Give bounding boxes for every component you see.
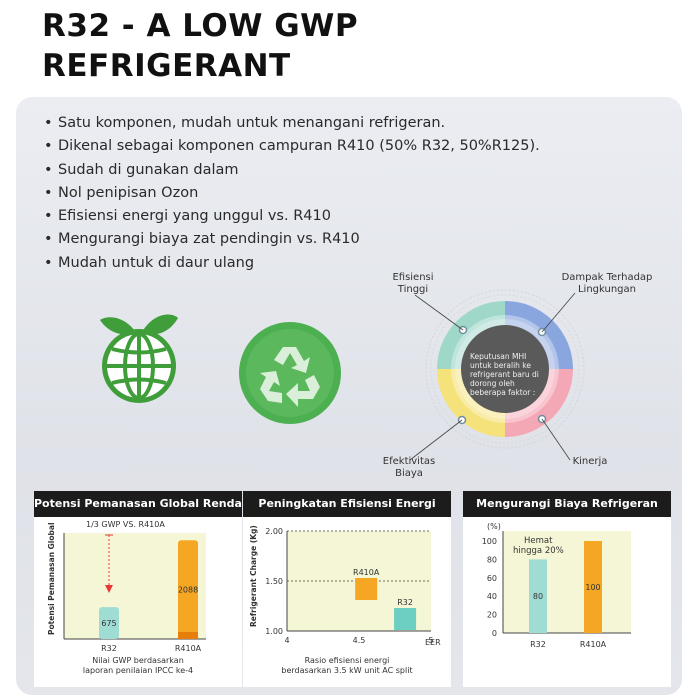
card-cost-heading: Mengurangi Biaya Refrigeran: [463, 491, 671, 517]
eff-y-tick: 1.50: [265, 577, 283, 586]
page-title: R32 - A LOW GWP REFRIGERANT: [42, 6, 358, 86]
gwp-note: 1/3 GWP VS. R410A: [86, 520, 165, 529]
cost-bar-r32: [529, 559, 547, 633]
label-kinerja: Kinerja: [572, 456, 608, 467]
cost-value-label: 100: [585, 583, 600, 592]
gwp-category-label: R32: [101, 644, 117, 653]
eff-y-tick: 1.00: [265, 627, 283, 636]
gwp-chart: 1/3 GWP VS. R410A Potensi Pemanasan Glob…: [47, 520, 206, 675]
gwp-value-label: 2088: [178, 586, 198, 595]
title-line-2: REFRIGERANT: [42, 48, 291, 84]
wheel-center: [461, 325, 549, 413]
card-gwp-heading: Potensi Pemanasan Global Rendah: [34, 491, 242, 517]
label-dampak-lingkungan: Dampak Terhadap Lingkungan: [561, 272, 653, 295]
cost-unit: (%): [487, 522, 501, 531]
cost-y-tick: 100: [482, 537, 497, 546]
eff-x-tick: 5: [428, 636, 433, 645]
wheel-leader-lines: [409, 292, 576, 461]
label-efektivitas-biaya: Efektivitas Biaya: [382, 456, 436, 479]
green-globe-icon: [100, 314, 178, 403]
card-cost: Mengurangi Biaya Refrigeran (%) 100 80 60 4…: [463, 491, 671, 687]
eff-xlabel: EER: [425, 638, 441, 647]
eff-x-tick: 4: [284, 636, 289, 645]
cost-y-tick: 80: [487, 555, 497, 564]
feature-item: Mengurangi biaya zat pendingin vs. R410: [44, 228, 540, 252]
eff-point-label: R410A: [353, 568, 380, 577]
title-line-1: R32 - A LOW GWP: [42, 8, 359, 44]
feature-item: Mudah untuk di daur ulang: [44, 252, 540, 276]
factor-wheel: [425, 289, 585, 449]
recycle-icon: [239, 322, 341, 424]
cost-annotation-2: hingga 20%: [513, 546, 564, 556]
gwp-value-label: 675: [101, 619, 116, 628]
eff-caption-1: Rasio efisiensi energi: [305, 656, 390, 665]
gwp-caption-2: laporan penilaian IPCC ke-4: [83, 666, 193, 675]
feature-item: Dikenal sebagai komponen campuran R410 (…: [44, 135, 540, 159]
cost-category-label: R32: [530, 640, 546, 649]
feature-list: Satu komponen, mudah untuk menangani ref…: [44, 112, 540, 275]
card-efficiency: Peningkatan Efisiensi Energi Refrigerant…: [243, 491, 451, 687]
cost-value-label: 80: [533, 592, 543, 601]
card-efficiency-heading: Peningkatan Efisiensi Energi: [243, 491, 451, 517]
feature-item: Sudah di gunakan dalam: [44, 159, 540, 183]
gwp-bar-base: [178, 632, 198, 639]
feature-item: Efisiensi energi yang unggul vs. R410: [44, 205, 540, 229]
cost-y-tick: 60: [487, 574, 497, 583]
eff-point-label: R32: [397, 598, 413, 607]
feature-item: Satu komponen, mudah untuk menangani ref…: [44, 112, 540, 136]
card-gwp: Potensi Pemanasan Global Rendah 1/3 GWP …: [34, 491, 242, 687]
cost-chart: (%) 100 80 60 40 20 0 80 R32 100 R410A Hemat hin…: [482, 522, 631, 649]
gwp-caption-1: Nilai GWP berdasarkan: [92, 656, 184, 665]
gwp-bar-r32: [99, 607, 119, 639]
efficiency-chart: Refrigerant Charge (Kg) EER 4 4.5 5 1.00 1.5…: [249, 525, 441, 675]
eff-point-r410a: [355, 578, 378, 600]
cost-category-label: R410A: [580, 640, 607, 649]
eff-ylabel: Refrigerant Charge (Kg): [249, 525, 258, 627]
gwp-ylabel: Potensi Pemanasan Global: [47, 522, 56, 635]
feature-item: Nol penipisan Ozon: [44, 182, 540, 206]
gwp-category-label: R410A: [175, 644, 202, 653]
cost-y-tick: 0: [492, 629, 497, 638]
eff-y-tick: 2.00: [265, 527, 283, 536]
cost-bar-r410a: [584, 541, 602, 633]
cost-annotation-1: Hemat: [524, 536, 553, 546]
gwp-bar-r410a: [178, 540, 198, 639]
label-efisiensi-tinggi: Efisiensi Tinggi: [392, 272, 434, 295]
cost-y-tick: 40: [487, 592, 497, 601]
eff-x-tick: 4.5: [353, 636, 366, 645]
eff-caption-2: berdasarkan 3.5 kW unit AC split: [281, 666, 412, 675]
cost-y-tick: 20: [487, 611, 497, 620]
eff-point-r32: [394, 608, 417, 630]
wheel-center-text: Keputusan MHI untuk beralih ke refrigera…: [470, 352, 539, 397]
